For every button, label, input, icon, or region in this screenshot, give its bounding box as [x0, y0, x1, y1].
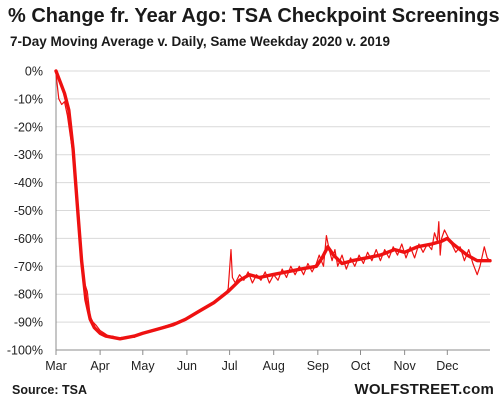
y-tick-label: -20%	[14, 120, 43, 134]
y-tick-label: -50%	[14, 204, 43, 218]
y-tick-label: -100%	[7, 344, 43, 358]
axis-layer: 0% -10% -20% -30% -40% -50% -60% -70% -80% -90% -1…	[7, 65, 490, 373]
moving-average-series-line	[54, 69, 492, 341]
chart-subtitle: 7-Day Moving Average v. Daily, Same Week…	[10, 34, 390, 49]
grid-layer	[56, 70, 490, 351]
x-tick-label: Dec	[436, 359, 458, 373]
y-tick-label: -10%	[14, 92, 43, 106]
series-layer	[54, 69, 492, 341]
y-tick-label: -70%	[14, 260, 43, 274]
x-tick-label: Nov	[394, 359, 417, 373]
x-tick-label: Jun	[177, 359, 197, 373]
y-tick-label: -90%	[14, 316, 43, 330]
x-tick-label: Aug	[263, 359, 285, 373]
x-tick-label: May	[131, 359, 155, 373]
y-tick-label: -30%	[14, 148, 43, 162]
source-note: Source: TSA	[12, 383, 88, 397]
y-tick-label: 0%	[25, 65, 43, 79]
brand-logo: WOLFSTREET.com	[354, 381, 494, 398]
x-tick-label: Mar	[45, 359, 67, 373]
y-tick-label: -80%	[14, 288, 43, 302]
y-tick-label: -40%	[14, 176, 43, 190]
x-tick-label: Jul	[222, 359, 238, 373]
x-tick-label: Apr	[90, 359, 109, 373]
x-tick-label: Sep	[307, 359, 329, 373]
chart-title: % Change fr. Year Ago: TSA Checkpoint Sc…	[8, 5, 500, 27]
y-tick-label: -60%	[14, 232, 43, 246]
daily-series-line	[55, 73, 491, 340]
x-tick-label: Oct	[351, 359, 371, 373]
